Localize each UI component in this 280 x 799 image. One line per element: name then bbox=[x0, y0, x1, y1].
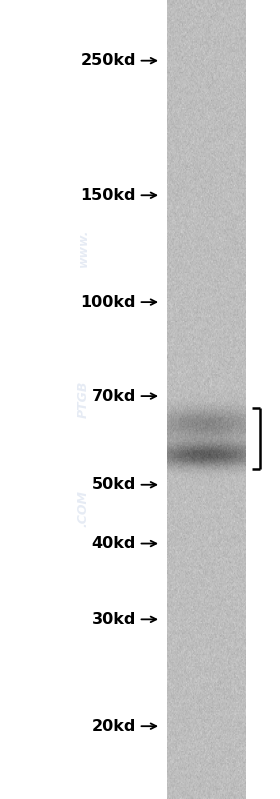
Text: www.: www. bbox=[77, 229, 90, 267]
Text: .COM: .COM bbox=[77, 491, 90, 527]
Text: 20kd: 20kd bbox=[92, 718, 136, 733]
Text: 50kd: 50kd bbox=[92, 477, 136, 492]
Text: 40kd: 40kd bbox=[92, 536, 136, 551]
Text: 30kd: 30kd bbox=[92, 612, 136, 627]
Text: PTGB: PTGB bbox=[77, 381, 90, 418]
Text: 100kd: 100kd bbox=[80, 295, 136, 309]
Text: 250kd: 250kd bbox=[80, 54, 136, 68]
Text: 70kd: 70kd bbox=[92, 388, 136, 403]
Text: 150kd: 150kd bbox=[80, 188, 136, 203]
